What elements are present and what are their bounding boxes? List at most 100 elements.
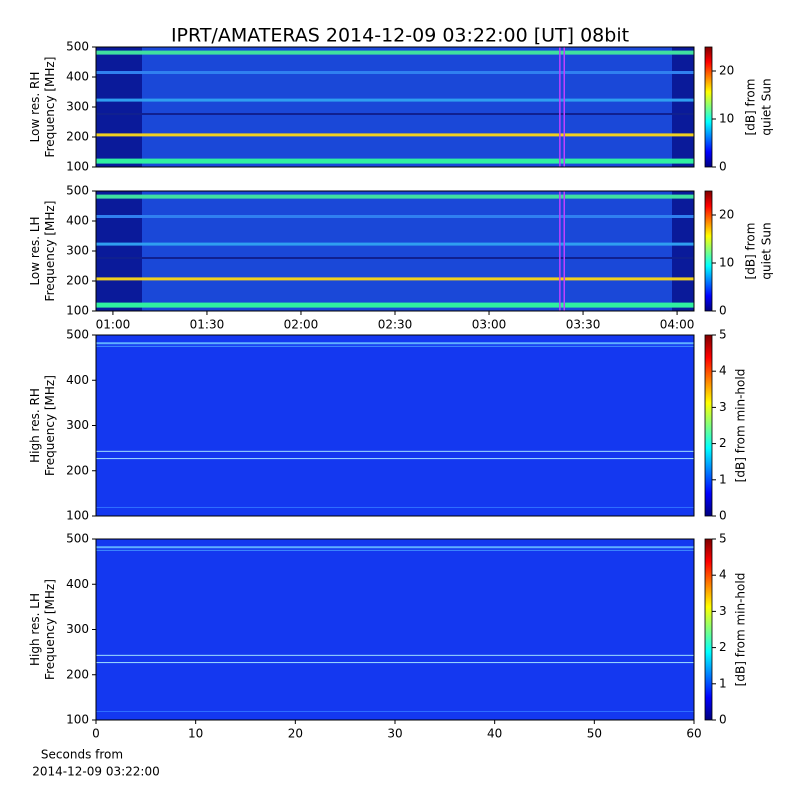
y-axis-label: Frequency [MHz] <box>43 57 57 158</box>
x-tick-label: 01:30 <box>190 318 225 332</box>
spectrogram <box>96 191 694 311</box>
spectrogram-texture <box>96 47 142 167</box>
colorbar-tick-label: 2 <box>719 436 727 450</box>
y-tick-label: 300 <box>66 622 89 636</box>
y-tick-label: 200 <box>66 130 89 144</box>
spectrogram-texture <box>96 113 694 115</box>
y-tick-label: 100 <box>66 713 89 727</box>
colorbar-tick-label: 0 <box>719 160 727 174</box>
spectrogram-texture <box>96 710 694 712</box>
colorbar-tick-label: 5 <box>719 328 727 342</box>
colorbar-tick-label: 2 <box>719 640 727 654</box>
colorbar-tick-label: 1 <box>719 676 727 690</box>
y-tick-label: 400 <box>66 70 89 84</box>
spectrogram-texture <box>96 71 694 74</box>
y-tick-label: 100 <box>66 304 89 318</box>
colorbar-label: [dB] from <box>744 79 758 136</box>
colorbar-tick-label: 4 <box>719 364 727 378</box>
y-tick-label: 200 <box>66 667 89 681</box>
spectrogram-texture <box>96 546 694 549</box>
spectrogram-texture <box>96 506 694 508</box>
x-tick-label: 40 <box>487 727 502 741</box>
y-tick-label: 300 <box>66 418 89 432</box>
y-axis-label: High res. LH <box>28 593 42 666</box>
spectrogram-texture <box>96 158 694 164</box>
spectrogram-texture <box>96 654 694 656</box>
spectrogram-texture <box>96 133 694 137</box>
colorbar-tick-label: 0 <box>719 713 727 727</box>
x-tick-label: 0 <box>92 727 100 741</box>
x-tick-label: 02:00 <box>284 318 319 332</box>
colorbar <box>704 190 713 312</box>
x-tick-label: 03:00 <box>472 318 507 332</box>
x-axis-label: Seconds from <box>41 748 123 762</box>
y-axis-label: Frequency [MHz] <box>43 375 57 476</box>
spectrogram <box>96 539 694 720</box>
y-axis-label: Low res. RH <box>28 72 42 143</box>
x-tick-label: 04:00 <box>660 318 695 332</box>
x-tick-label: 02:30 <box>378 318 413 332</box>
spectrogram <box>96 335 694 516</box>
x-tick-label: 03:30 <box>566 318 601 332</box>
spectrogram-texture <box>672 191 694 311</box>
spectrogram-texture <box>96 662 694 664</box>
x-tick-label: 50 <box>587 727 602 741</box>
colorbar-label: quiet Sun <box>760 78 774 135</box>
y-tick-label: 500 <box>66 328 89 342</box>
x-tick-label: 01:00 <box>96 318 131 332</box>
y-axis-label: Low res. LH <box>28 216 42 285</box>
colorbar-tick-label: 3 <box>719 604 727 618</box>
colorbar-label: [dB] from <box>744 223 758 280</box>
y-tick-label: 300 <box>66 244 89 258</box>
spectrogram-texture <box>96 450 694 452</box>
spectrogram-texture <box>96 345 694 347</box>
spectrogram-texture <box>96 194 694 199</box>
figure-title: IPRT/AMATERAS 2014-12-09 03:22:00 [UT] 0… <box>171 25 629 47</box>
spectrogram-texture <box>96 215 694 218</box>
colorbar-tick-label: 3 <box>719 400 727 414</box>
x-tick-label: 30 <box>387 727 402 741</box>
y-tick-label: 100 <box>66 509 89 523</box>
spectrogram-texture <box>96 549 694 551</box>
colorbar-label: quiet Sun <box>760 222 774 279</box>
y-tick-label: 400 <box>66 373 89 387</box>
y-tick-label: 500 <box>66 184 89 198</box>
y-axis-label: High res. RH <box>28 388 42 463</box>
y-tick-label: 400 <box>66 577 89 591</box>
spectrogram <box>96 47 694 167</box>
colorbar <box>704 46 713 168</box>
y-tick-label: 300 <box>66 100 89 114</box>
y-axis-label: Frequency [MHz] <box>43 579 57 680</box>
y-tick-label: 500 <box>66 40 89 54</box>
colorbar-tick-label: 1 <box>719 472 727 486</box>
spectrogram-texture <box>96 302 694 308</box>
y-tick-label: 400 <box>66 214 89 228</box>
colorbar-tick-label: 20 <box>719 208 734 222</box>
colorbar <box>704 334 713 517</box>
spectrogram-texture <box>672 47 694 167</box>
colorbar-tick-label: 10 <box>719 112 734 126</box>
colorbar-tick-label: 5 <box>719 532 727 546</box>
y-tick-label: 100 <box>66 160 89 174</box>
spectrogram-texture <box>96 458 694 460</box>
colorbar-label: [dB] from min-hold <box>734 369 748 483</box>
y-tick-label: 500 <box>66 532 89 546</box>
colorbar-tick-label: 0 <box>719 304 727 318</box>
spectrogram-texture <box>96 50 694 55</box>
colorbar-tick-label: 10 <box>719 256 734 270</box>
y-tick-label: 200 <box>66 274 89 288</box>
spectrogram-texture <box>96 277 694 281</box>
spectrogram-texture <box>96 342 694 345</box>
colorbar-tick-label: 20 <box>719 64 734 78</box>
x-tick-label: 10 <box>188 727 203 741</box>
x-tick-label: 20 <box>288 727 303 741</box>
spectrogram-texture <box>96 242 694 246</box>
y-tick-label: 200 <box>66 463 89 477</box>
x-axis-label: 2014-12-09 03:22:00 <box>32 765 159 779</box>
spectrogram-texture <box>96 98 694 102</box>
colorbar-label: [dB] from min-hold <box>734 573 748 687</box>
x-tick-label: 60 <box>686 727 701 741</box>
colorbar <box>704 538 713 721</box>
